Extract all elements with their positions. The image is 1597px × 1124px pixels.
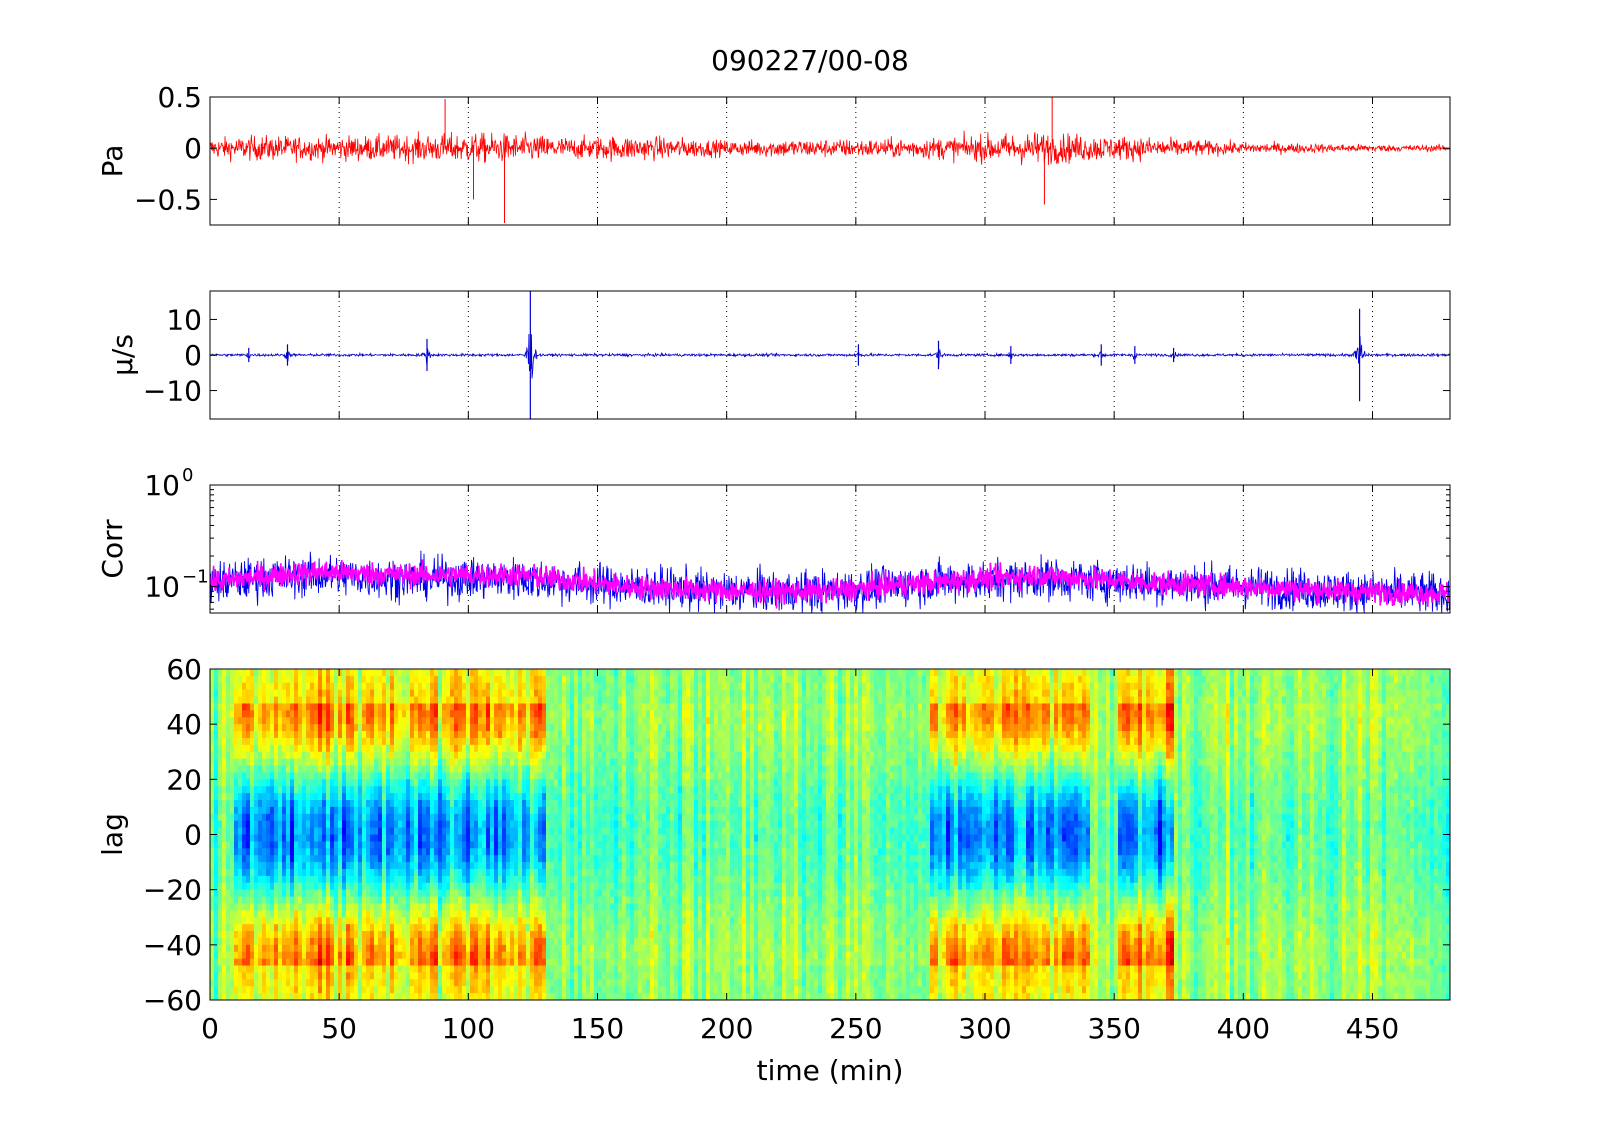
y-tick-label: 0 — [184, 339, 202, 372]
figure-title: 090227/00-08 — [711, 44, 909, 77]
y-tick-label: 10 — [144, 469, 180, 502]
y-tick-label: −40 — [143, 929, 202, 962]
y-tick-label: −20 — [143, 874, 202, 907]
x-tick-label: 250 — [829, 1012, 882, 1045]
y-axis-label: Pa — [96, 145, 129, 178]
y-tick-label: −10 — [143, 375, 202, 408]
axes-frame — [209, 484, 1451, 614]
y-tick-label: 40 — [166, 708, 202, 741]
axes-frame — [209, 96, 1451, 226]
y-tick-label: 10 — [144, 571, 180, 604]
plot-area — [210, 669, 1450, 1000]
x-tick-label: 400 — [1217, 1012, 1270, 1045]
y-tick-label: 20 — [166, 763, 202, 796]
y-tick-label: 10 — [166, 303, 202, 336]
plot-area — [210, 485, 1450, 613]
x-tick-label: 350 — [1087, 1012, 1140, 1045]
x-tick-label: 450 — [1346, 1012, 1399, 1045]
plot-area — [210, 97, 1450, 225]
series-line — [210, 333, 1450, 379]
x-tick-label: 0 — [201, 1012, 219, 1045]
y-tick-label: 0 — [184, 132, 202, 165]
plot-area — [210, 291, 1450, 419]
y-tick-label: 60 — [166, 653, 202, 686]
y-tick-exponent: 0 — [182, 465, 193, 486]
y-tick-label: −60 — [143, 984, 202, 1017]
y-tick-label: −0.5 — [134, 183, 202, 216]
pressure-panel: −0.5 0 0.5 Pa — [96, 81, 1451, 226]
x-tick-label: 200 — [700, 1012, 753, 1045]
x-tick-label: 100 — [442, 1012, 495, 1045]
y-tick-exponent: −1 — [182, 567, 209, 588]
x-tick-label: 150 — [571, 1012, 624, 1045]
y-axis-label: lag — [96, 813, 129, 856]
lag-heatmap-panel: 0 50 100 150 200 250 300 350 400 450 −60 −40 −20 0 20 4… — [96, 653, 1451, 1087]
y-tick-label: 0 — [184, 819, 202, 852]
series-line — [210, 130, 1450, 166]
x-axis-label: time (min) — [757, 1054, 904, 1087]
y-axis-label: Corr — [96, 519, 129, 579]
x-tick-label: 300 — [958, 1012, 1011, 1045]
y-axis-label: μ/s — [106, 334, 139, 376]
y-tick-label: 0.5 — [157, 81, 202, 114]
series-line — [210, 559, 1450, 609]
x-tick-label: 50 — [321, 1012, 357, 1045]
